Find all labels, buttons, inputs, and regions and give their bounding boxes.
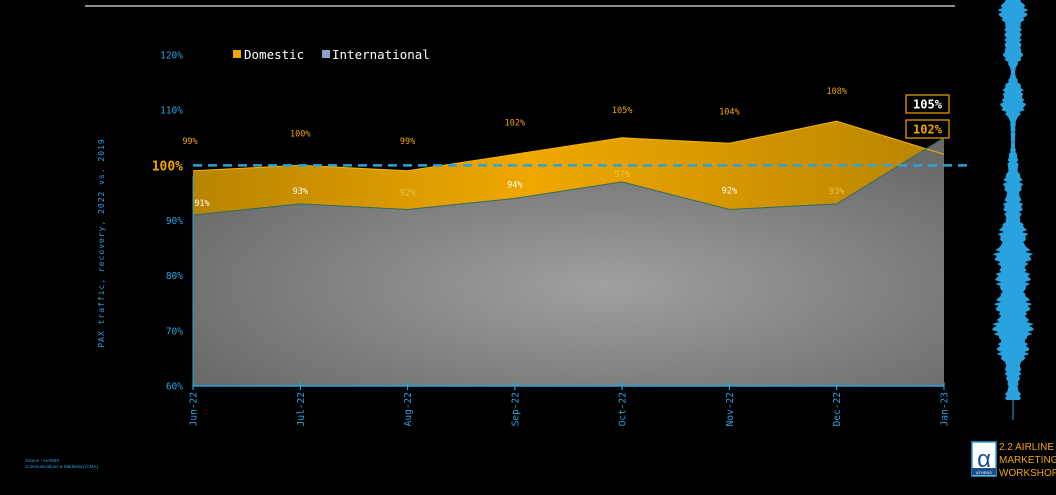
logo-line-1: 2.2 AIRLINE: [999, 442, 1054, 453]
source-line-1: Source : AIA/MIS: [25, 458, 59, 463]
domestic-data-label: 105%: [612, 106, 632, 116]
x-tick-label: Oct-22: [618, 392, 629, 426]
domestic-data-label: 99%: [400, 137, 415, 147]
logo-alpha-icon: α: [977, 446, 991, 473]
domestic-final-label: 102%: [913, 123, 943, 137]
source-line-2: Communications & Marketing (CMA): [25, 464, 99, 469]
international-data-label: 97%: [614, 170, 629, 180]
international-data-label: 94%: [507, 180, 522, 190]
x-tick-label: Sep-22: [510, 392, 521, 426]
y-tick-label: 70%: [166, 326, 183, 337]
logo-badge-band: [972, 468, 996, 475]
international-data-label: 92%: [400, 188, 415, 198]
x-tick-label: Nov-22: [725, 392, 736, 426]
y-axis-title: PAX traffic, recovery, 2022 vs. 2019: [97, 138, 106, 347]
y-axis: 60% 70% 80% 90% 100% 110% 120%: [152, 51, 184, 393]
domestic-data-label: 108%: [826, 87, 846, 97]
international-data-label: 93%: [829, 187, 844, 197]
international-data-label: 92%: [722, 186, 737, 196]
x-tick-label: Jan-23: [940, 392, 951, 426]
y-tick-label: 60%: [166, 382, 183, 393]
international-final-label: 105%: [913, 98, 943, 112]
domestic-data-label: 104%: [719, 107, 739, 117]
data-labels: 99% 100% 99% 102% 105% 104% 108% 91% 93% 92% 94% 97…: [182, 87, 950, 209]
x-axis: Jun-22 Jul-22 Aug-22 Sep-22 Oct-22 Nov-22 Dec-…: [189, 176, 951, 426]
domestic-data-label: 99%: [182, 137, 197, 147]
legend-swatch-domestic: [233, 50, 241, 58]
y-tick-label: 80%: [166, 271, 183, 282]
international-final-label-box: [905, 94, 950, 114]
x-tick-label: Aug-22: [403, 392, 414, 426]
y-tick-label: 90%: [166, 216, 183, 227]
y-tick-label: 120%: [160, 51, 183, 62]
international-series-line: [192, 137, 945, 216]
y-tick-label: 110%: [160, 106, 183, 117]
international-area: [193, 137, 944, 386]
legend-label-domestic: Domestic: [244, 47, 304, 62]
international-data-label: 93%: [293, 187, 308, 197]
logo-line-2: MARKETING: [999, 455, 1056, 466]
x-tick-label: Jul-22: [296, 392, 307, 426]
logo-line-3: WORKSHOP: [999, 468, 1056, 479]
international-data-label: 91%: [194, 199, 209, 209]
domestic-data-label: 100%: [290, 129, 310, 139]
legend: Domestic International: [233, 47, 430, 62]
legend-swatch-international: [322, 50, 330, 58]
domestic-final-label-box: [905, 119, 950, 139]
y-tick-label: 100%: [152, 159, 183, 174]
x-tick-label: Jun-22: [189, 392, 200, 426]
legend-label-international: International: [332, 47, 430, 62]
x-tick-label: Dec-22: [832, 392, 843, 426]
logo-badge-text: ATHENS: [976, 470, 992, 475]
workshop-logo: α ATHENS 2.2 AIRLINE MARKETING WORKSHOP: [971, 441, 1056, 479]
domestic-data-label: 102%: [505, 118, 525, 128]
